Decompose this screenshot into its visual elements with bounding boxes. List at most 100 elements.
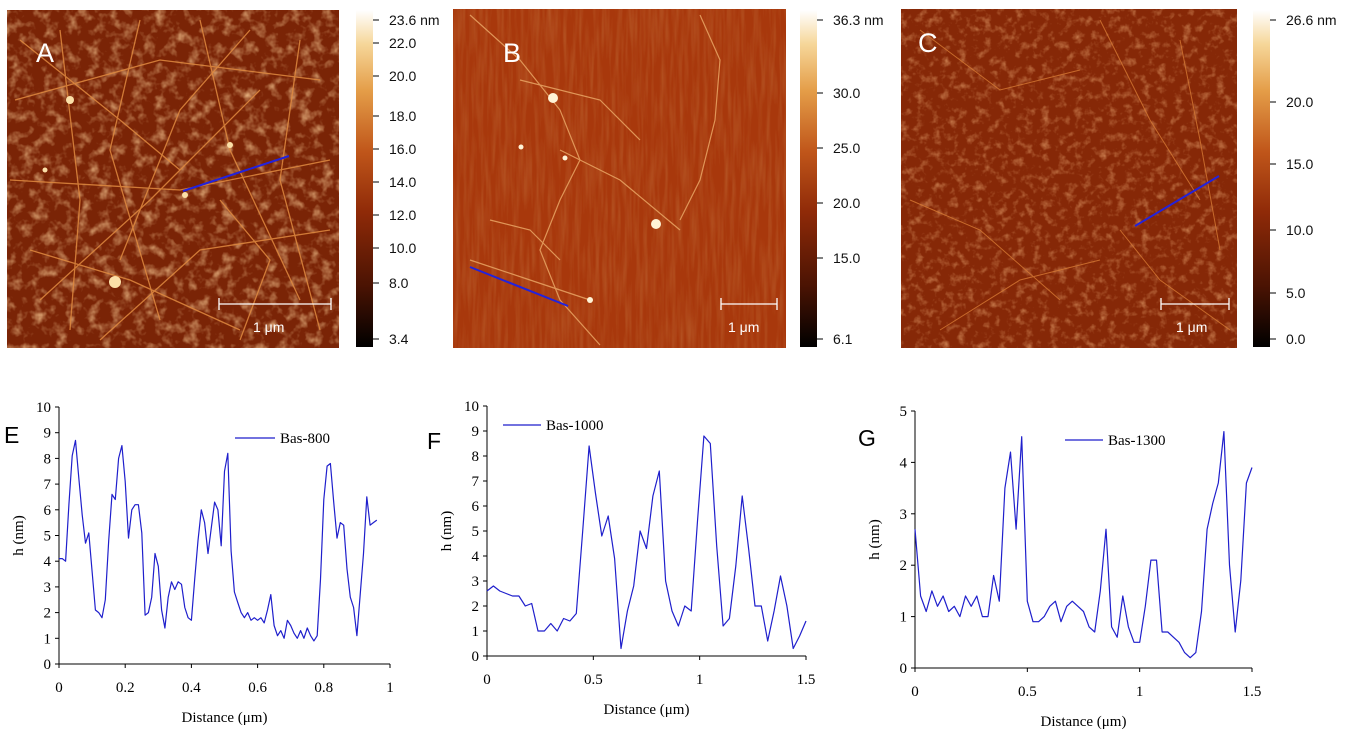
colorbar-a-tick-label: 12.0 bbox=[389, 207, 416, 223]
chart-e-x-tick-label: 1 bbox=[386, 680, 394, 696]
colorbar-a-tick-label: 18.0 bbox=[389, 108, 416, 124]
chart-f-y-tick-label: 2 bbox=[472, 599, 480, 615]
chart-e-y-tick-label: 6 bbox=[44, 503, 52, 519]
chart-g-y-axis-label: h (nm) bbox=[867, 519, 883, 559]
chart-e-y-tick-label: 1 bbox=[44, 631, 52, 647]
scale-label-b: 1 μm bbox=[728, 319, 759, 335]
afm-image-c: 1 μm C bbox=[901, 9, 1237, 348]
chart-f-y-tick-label: 0 bbox=[472, 649, 480, 665]
chart-e: 0 1 2 3 4 5 6 7 8 9 10 0 0.2 0.4 0.6 0.8 1 Distance (μm) h… bbox=[4, 400, 394, 726]
chart-f-y-axis-label: h (nm) bbox=[439, 511, 455, 551]
scale-bar-b bbox=[720, 298, 778, 310]
chart-f-y-tick-label: 8 bbox=[472, 449, 480, 465]
chart-g-y-tick-label: 5 bbox=[900, 404, 908, 420]
chart-g-series-line bbox=[914, 431, 1253, 659]
chart-f-series-line bbox=[486, 435, 807, 650]
colorbar-b-tick-label: 6.1 bbox=[833, 331, 853, 347]
chart-f-x-axis-label: Distance (μm) bbox=[604, 702, 690, 718]
chart-f-x-tick-label: 1.5 bbox=[797, 672, 816, 688]
panel-letter-c: C bbox=[918, 28, 938, 58]
chart-e-y-tick-label: 9 bbox=[44, 426, 52, 442]
chart-e-x-tick-label: 0.4 bbox=[182, 680, 201, 696]
colorbar-b-tick-label: 36.3 nm bbox=[833, 12, 884, 28]
colorbar-b-tick-label: 25.0 bbox=[833, 140, 860, 156]
chart-e-legend-label: Bas-800 bbox=[280, 431, 330, 447]
profile-line-b bbox=[469, 266, 569, 307]
colorbar-c-tick-label: 5.0 bbox=[1286, 285, 1306, 301]
colorbar-c-tick-label: 0.0 bbox=[1286, 331, 1306, 347]
chart-g-y-tick-label: 0 bbox=[900, 661, 908, 677]
afm-image-b: 1 μm B bbox=[453, 9, 786, 348]
profile-line-c bbox=[1134, 175, 1220, 227]
scale-label-c: 1 μm bbox=[1176, 319, 1207, 335]
chart-g-x-tick-label: 1.5 bbox=[1243, 684, 1262, 700]
chart-f: 0 1 2 3 4 5 6 7 8 9 10 0 0.5 1 1.5 Distance (μm) h (nm) F… bbox=[427, 399, 815, 718]
colorbar-a-tick-label: 22.0 bbox=[389, 35, 416, 51]
chart-e-x-axis-label: Distance (μm) bbox=[182, 710, 268, 726]
chart-f-y-tick-label: 9 bbox=[472, 424, 480, 440]
fibrils-c bbox=[909, 19, 1231, 331]
profile-line-a bbox=[182, 155, 290, 192]
chart-f-y-tick-label: 6 bbox=[472, 499, 480, 515]
chart-f-x-tick-label: 0.5 bbox=[584, 672, 603, 688]
chart-e-x-tick-label: 0.2 bbox=[116, 680, 135, 696]
chart-f-y-tick-label: 5 bbox=[472, 524, 480, 540]
chart-g: 0 1 2 3 4 5 0 0.5 1 1.5 Distance (μm) h (nm) G Bas-13… bbox=[858, 404, 1261, 729]
afm-image-a: 1 μm A bbox=[7, 10, 339, 348]
panel-letter-f: F bbox=[427, 428, 441, 454]
colorbar-a: 23.6 nm 22.0 20.0 18.0 16.0 14.0 12.0 10.0 8.0 3.… bbox=[356, 10, 440, 347]
chart-e-y-tick-label: 4 bbox=[44, 554, 52, 570]
colorbar-b-tick-label: 15.0 bbox=[833, 250, 860, 266]
chart-f-x-tick-label: 1 bbox=[696, 672, 704, 688]
panel-letter-b: B bbox=[503, 38, 521, 68]
colorbar-a-tick-label: 16.0 bbox=[389, 141, 416, 157]
chart-g-y-tick-label: 3 bbox=[900, 507, 908, 523]
chart-e-series-line bbox=[59, 439, 378, 642]
chart-g-legend-label: Bas-1300 bbox=[1108, 433, 1166, 449]
chart-e-y-tick-label: 5 bbox=[44, 529, 52, 545]
colorbar-a-tick-label: 3.4 bbox=[389, 331, 409, 347]
chart-g-y-tick-label: 1 bbox=[900, 610, 908, 626]
fibrils-a bbox=[9, 19, 331, 341]
colorbar-b-tick-label: 20.0 bbox=[833, 195, 860, 211]
chart-f-y-tick-label: 4 bbox=[472, 549, 480, 565]
fibrils-b bbox=[469, 14, 721, 346]
chart-e-y-tick-label: 0 bbox=[44, 657, 52, 673]
colorbar-c-tick-label: 10.0 bbox=[1286, 222, 1313, 238]
blobs-b bbox=[518, 93, 661, 303]
panel-letter-g: G bbox=[858, 425, 876, 451]
chart-g-x-tick-label: 0 bbox=[911, 684, 919, 700]
chart-f-legend-label: Bas-1000 bbox=[546, 418, 604, 434]
chart-g-y-tick-label: 2 bbox=[900, 558, 908, 574]
scale-bar-c bbox=[1160, 298, 1230, 310]
panel-letter-a: A bbox=[36, 38, 54, 68]
chart-e-x-tick-label: 0 bbox=[55, 680, 63, 696]
chart-e-y-axis-label: h (nm) bbox=[11, 515, 27, 555]
chart-e-y-tick-label: 8 bbox=[44, 451, 52, 467]
chart-e-y-tick-label: 7 bbox=[44, 477, 52, 493]
blobs-a bbox=[42, 96, 233, 288]
panel-letter-e: E bbox=[4, 422, 19, 448]
chart-f-y-tick-label: 10 bbox=[464, 399, 479, 415]
chart-f-y-tick-label: 1 bbox=[472, 624, 480, 640]
chart-f-x-tick-label: 0 bbox=[483, 672, 491, 688]
colorbar-a-tick-label: 23.6 nm bbox=[389, 12, 440, 28]
chart-e-y-tick-label: 10 bbox=[36, 400, 51, 416]
chart-e-y-tick-label: 2 bbox=[44, 606, 52, 622]
colorbar-c: 26.6 nm 20.0 15.0 10.0 5.0 0.0 bbox=[1253, 10, 1337, 347]
chart-g-x-axis-label: Distance (μm) bbox=[1041, 714, 1127, 729]
colorbar-c-tick-label: 15.0 bbox=[1286, 156, 1313, 172]
chart-e-x-tick-label: 0.6 bbox=[248, 680, 267, 696]
chart-e-x-tick-label: 0.8 bbox=[314, 680, 333, 696]
chart-g-x-tick-label: 1 bbox=[1136, 684, 1144, 700]
colorbar-c-tick-label: 26.6 nm bbox=[1286, 12, 1337, 28]
chart-f-y-tick-label: 3 bbox=[472, 574, 480, 590]
chart-e-y-tick-label: 3 bbox=[44, 580, 52, 596]
colorbar-a-tick-label: 14.0 bbox=[389, 174, 416, 190]
colorbar-a-tick-label: 10.0 bbox=[389, 240, 416, 256]
chart-f-y-tick-label: 7 bbox=[472, 474, 480, 490]
colorbar-b: 36.3 nm 30.0 25.0 20.0 15.0 6.1 bbox=[800, 10, 884, 347]
colorbar-a-tick-label: 8.0 bbox=[389, 275, 409, 291]
scale-label-a: 1 μm bbox=[253, 319, 284, 335]
